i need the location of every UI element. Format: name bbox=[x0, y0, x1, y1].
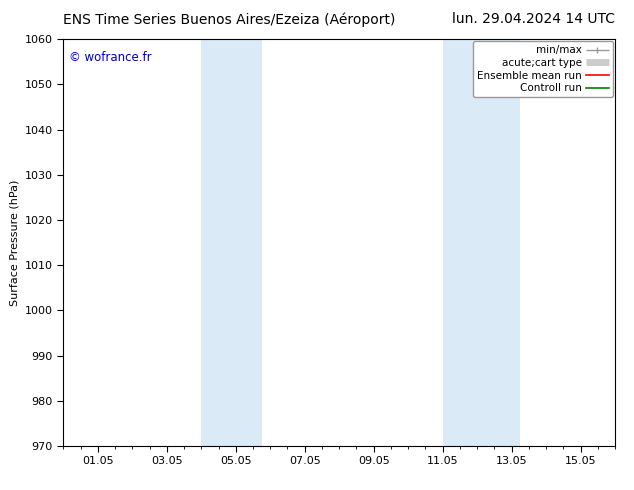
Y-axis label: Surface Pressure (hPa): Surface Pressure (hPa) bbox=[10, 179, 19, 306]
Text: ENS Time Series Buenos Aires/Ezeiza (Aéroport): ENS Time Series Buenos Aires/Ezeiza (Aér… bbox=[63, 12, 396, 27]
Bar bbox=[202, 39, 262, 446]
Bar bbox=[443, 39, 520, 446]
Text: © wofrance.fr: © wofrance.fr bbox=[69, 51, 152, 64]
Legend: min/max, acute;cart type, Ensemble mean run, Controll run: min/max, acute;cart type, Ensemble mean … bbox=[473, 41, 613, 98]
Text: lun. 29.04.2024 14 UTC: lun. 29.04.2024 14 UTC bbox=[452, 12, 615, 26]
